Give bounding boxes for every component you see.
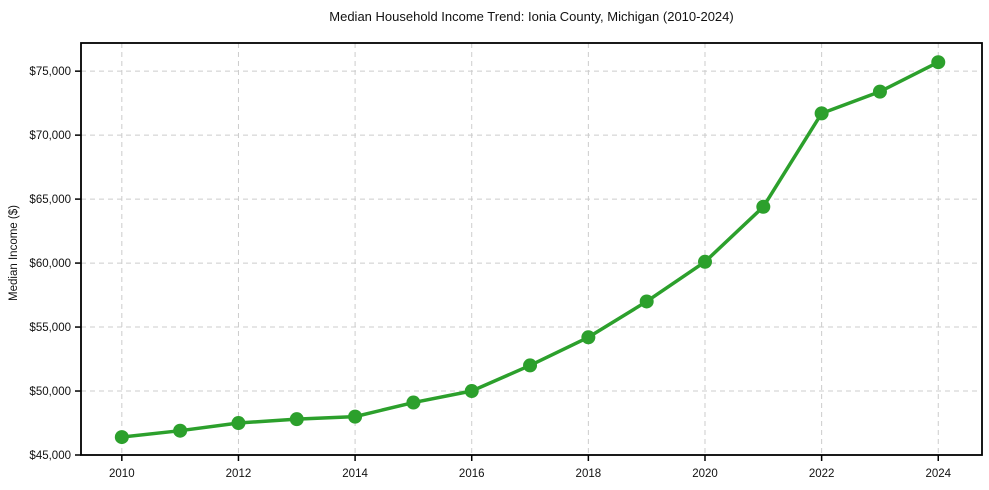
x-tick-label: 2014 [342,468,368,480]
data-point-2017 [523,358,538,373]
x-tick-label: 2022 [809,468,835,480]
x-tick-label: 2010 [109,468,135,480]
plot-border [80,42,983,456]
data-point-2021 [756,199,771,214]
y-tick-label: $55,000 [29,322,71,334]
x-tick-label: 2018 [576,468,602,480]
data-point-2022 [814,106,829,121]
data-point-2023 [872,84,887,99]
data-point-2011 [173,423,188,438]
y-tick-label: $65,000 [29,194,71,206]
x-tick-label: 2020 [692,468,718,480]
data-point-2018 [581,330,596,345]
y-tick-label: $50,000 [29,386,71,398]
y-tick-label: $75,000 [29,66,71,78]
x-tick-label: 2016 [459,468,485,480]
trend-line [120,60,941,439]
x-tick-label: 2012 [226,468,252,480]
data-point-2010 [114,430,129,445]
data-point-2015 [406,395,421,410]
chart-title: Median Household Income Trend: Ionia Cou… [329,9,734,24]
y-tick-label: $70,000 [29,130,71,142]
data-point-2024 [931,55,946,70]
data-point-2020 [697,254,712,269]
data-point-2014 [348,409,363,424]
data-point-2016 [464,384,479,399]
x-tick-label: 2024 [925,468,951,480]
data-point-2019 [639,294,654,309]
y-tick-label: $60,000 [29,258,71,270]
data-point-2013 [289,412,304,427]
y-tick-label: $45,000 [29,450,71,462]
data-point-2012 [231,416,246,431]
